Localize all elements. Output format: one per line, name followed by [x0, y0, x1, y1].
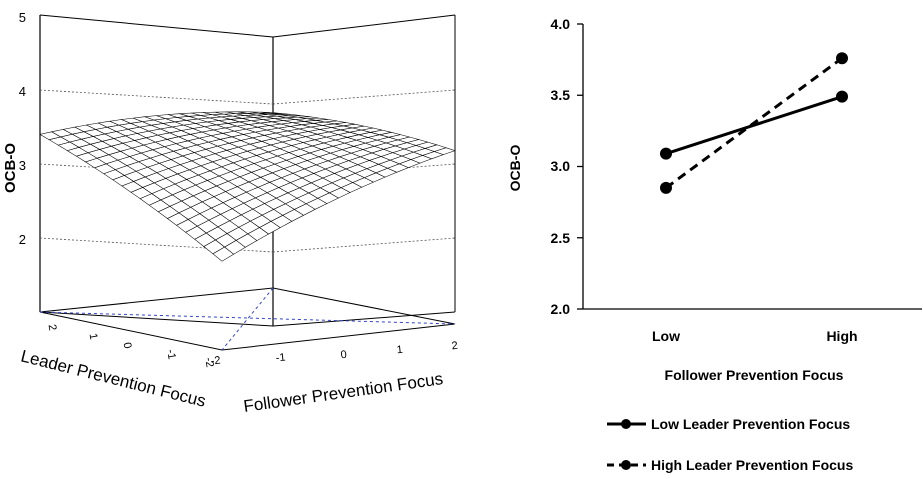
legend-label-high-leader: High Leader Prevention Focus: [651, 457, 853, 473]
follower-tick-labels: -2 -1 0 1 2: [210, 340, 458, 368]
y-tick-label: 3.0: [551, 158, 571, 174]
y-axis-label: OCB-O: [507, 145, 523, 192]
follower-tick-label: -2: [210, 355, 221, 368]
line-chart: 2.0 2.5 3.0 3.5 4.0 OCB-O Low High Follo…: [507, 16, 922, 473]
follower-tick-label: 2: [451, 340, 458, 353]
legend-label-low-leader: Low Leader Prevention Focus: [651, 416, 850, 432]
x-category-label: Low: [652, 328, 680, 344]
legend: Low Leader Prevention Focus High Leader …: [607, 416, 853, 473]
gridline: [272, 163, 456, 179]
legend-marker-dashed: [621, 460, 631, 470]
legend-marker-solid: [621, 419, 631, 429]
x-category-label: High: [826, 328, 857, 344]
leader-tick-label: -1: [164, 349, 178, 361]
z-tick-labels: 2 3 4 5: [19, 10, 26, 247]
floor-diagonal-a: [39, 311, 456, 325]
leader-axis-label: Leader Prevention Focus: [19, 346, 208, 410]
series-point-high-leader: [660, 181, 672, 194]
surface-back-walls: [39, 14, 456, 327]
z-tick-label: 4: [19, 84, 26, 99]
z-tick-label: 5: [19, 10, 26, 25]
y-tick-label: 4.0: [551, 16, 571, 32]
follower-tick-label: -1: [275, 352, 286, 365]
z-tick-label: 3: [19, 158, 26, 173]
leader-tick-label: 2: [46, 323, 59, 331]
gridline: [39, 89, 274, 105]
y-tick-label: 3.5: [551, 87, 571, 103]
surface-plot: 2 3 4 5 OCB-O 2 1 0 -1 -2 Leader Prevent…: [2, 10, 458, 416]
series-line-high-leader: [665, 56, 843, 190]
series-layer: [660, 52, 848, 194]
leader-tick-label: -2: [202, 357, 216, 369]
surface-mesh: [39, 111, 456, 262]
gridline: [272, 237, 456, 253]
y-ticks: [577, 23, 583, 310]
z-axis-label: OCB-O: [2, 143, 19, 193]
series-point-low-leader: [660, 147, 672, 160]
leader-tick-label: 0: [121, 341, 134, 349]
series-line-low-leader: [665, 95, 843, 156]
gridline: [39, 237, 274, 253]
leader-tick-label: 1: [87, 332, 100, 340]
floor-diagonal-b: [221, 287, 274, 351]
surface-floor: [39, 287, 456, 351]
follower-axis-label: Follower Prevention Focus: [242, 369, 444, 416]
x-axis-label: Follower Prevention Focus: [665, 367, 844, 383]
y-tick-label: 2.0: [551, 301, 571, 317]
y-tick-label: 2.5: [551, 230, 571, 246]
surface-cell: [261, 111, 283, 114]
leader-tick-labels: 2 1 0 -1 -2: [46, 323, 216, 368]
follower-tick-label: 1: [396, 344, 403, 357]
series-point-high-leader: [836, 52, 848, 65]
follower-tick-label: 0: [340, 349, 347, 362]
gridline: [272, 89, 456, 105]
series-point-low-leader: [836, 90, 848, 103]
z-tick-label: 2: [19, 232, 26, 247]
